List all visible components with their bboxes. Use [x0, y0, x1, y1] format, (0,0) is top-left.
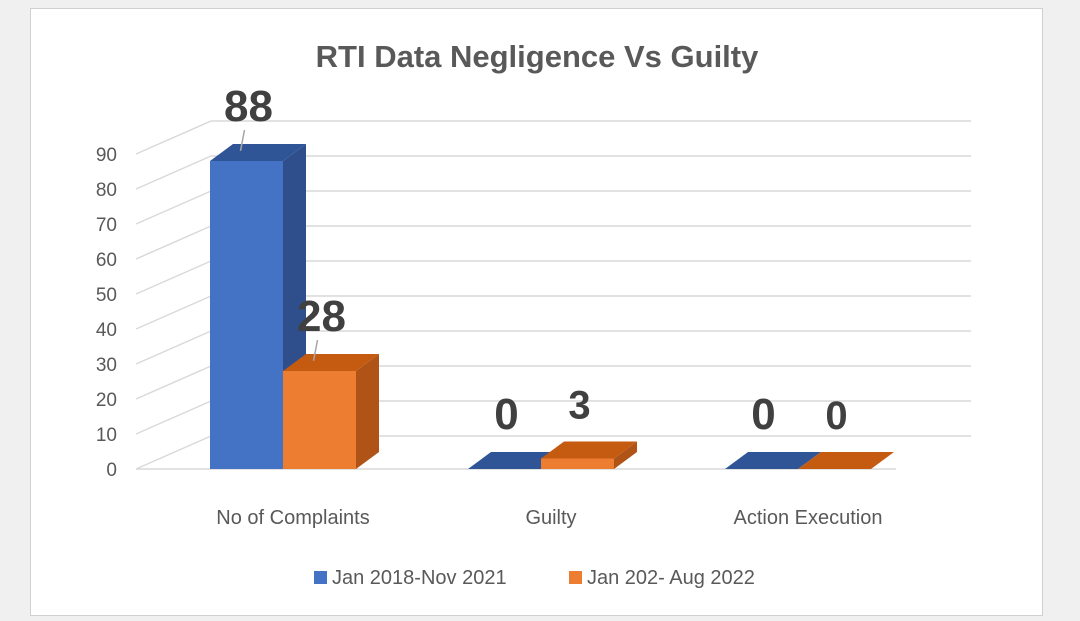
data-label: 0 [751, 390, 775, 439]
legend-label: Jan 2018-Nov 2021 [332, 567, 507, 589]
legend-item[interactable]: Jan 2018-Nov 2021 [314, 567, 507, 589]
gridline-diagonal [135, 435, 212, 470]
chart-canvas: RTI Data Negligence Vs Guilty 0102030405… [96, 39, 971, 589]
y-tick-label: 90 [96, 145, 117, 166]
gridline-diagonal [135, 225, 212, 260]
bar [468, 452, 564, 469]
y-axis-ticks: 0 10 20 30 40 50 60 70 80 90 [96, 145, 117, 481]
bar-top [798, 452, 894, 469]
y-tick-label: 0 [106, 460, 117, 481]
gridline-diagonal [135, 155, 212, 190]
bar-top [725, 452, 821, 469]
gridline-diagonal [135, 120, 212, 155]
bar [210, 144, 306, 469]
legend[interactable]: Jan 2018-Nov 2021 Jan 202- Aug 2022 [314, 567, 755, 589]
y-tick-label: 20 [96, 390, 117, 411]
bar-top [468, 452, 564, 469]
data-label: 88 [224, 82, 273, 131]
bar-top [283, 354, 379, 371]
bar-side [356, 354, 379, 469]
bar [541, 441, 637, 469]
gridline-diagonal [135, 190, 212, 225]
x-category-label: Action Execution [734, 507, 883, 529]
x-category-label: Guilty [525, 507, 576, 529]
data-label: 28 [297, 292, 346, 341]
gridline-diagonal [135, 330, 212, 365]
leader-line [312, 339, 319, 361]
x-axis-categories: No of Complaints Guilty Action Execution [216, 507, 882, 529]
bar-top [210, 144, 306, 161]
data-label: 3 [568, 384, 590, 428]
gridline-diagonal [135, 295, 212, 330]
y-tick-label: 50 [96, 285, 117, 306]
y-tick-label: 80 [96, 180, 117, 201]
bar [725, 452, 821, 469]
data-labels: 88 28 0 3 0 0 [224, 82, 848, 439]
legend-item[interactable]: Jan 202- Aug 2022 [569, 567, 755, 589]
bar-top [541, 441, 637, 459]
chart-title: RTI Data Negligence Vs Guilty [316, 39, 759, 74]
bar [798, 452, 894, 469]
data-label: 0 [825, 394, 847, 438]
x-category-label: No of Complaints [216, 507, 369, 529]
gridline-diagonal [135, 365, 212, 400]
legend-swatch [569, 571, 582, 584]
y-tick-label: 40 [96, 320, 117, 341]
gridline-diagonal [135, 400, 212, 435]
y-tick-label: 30 [96, 355, 117, 376]
bar-front [283, 371, 356, 469]
data-label: 0 [494, 390, 518, 439]
bar-side [614, 441, 637, 469]
y-tick-label: 70 [96, 215, 117, 236]
bar-front [541, 458, 614, 469]
legend-swatch [314, 571, 327, 584]
chart-frame: RTI Data Negligence Vs Guilty 0 10 20 30 40 5… [30, 8, 1043, 616]
legend-label: Jan 202- Aug 2022 [587, 567, 755, 589]
y-tick-label: 10 [96, 425, 117, 446]
leader-line [239, 129, 246, 151]
bar [283, 354, 379, 469]
y-tick-label: 60 [96, 250, 117, 271]
gridline-diagonal [135, 260, 212, 295]
bars [210, 144, 894, 469]
bar-front [210, 161, 283, 469]
